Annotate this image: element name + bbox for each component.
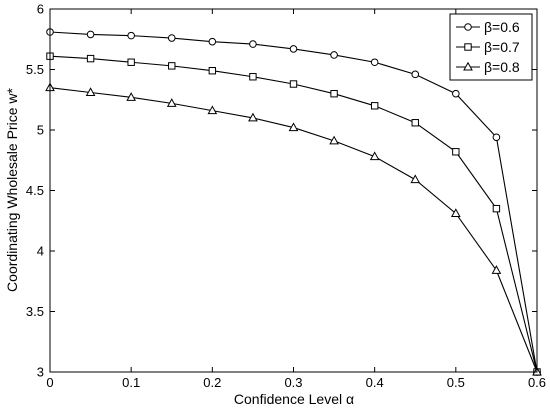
data-point: [207, 105, 218, 115]
data-point: [330, 90, 338, 98]
data-point: [85, 87, 96, 96]
series-layer: [45, 28, 542, 376]
data-point: [167, 34, 176, 42]
data-point: [126, 92, 137, 101]
data-point: [289, 80, 298, 88]
data-point: [248, 112, 258, 122]
legend-label: β=0.8: [484, 59, 520, 75]
axis-layer: 0 0.1 0.2 0.3 0.4 0.5 0.6 3 3.5 4 4.5 5 5.5 6: [26, 2, 546, 391]
legend-item: β=0.8: [456, 59, 520, 75]
data-point: [452, 89, 460, 98]
data-point: [370, 58, 379, 67]
y-axis-title: Coordinating Wholesale Price w*: [4, 88, 20, 292]
legend-marker: [463, 61, 473, 71]
data-point: [208, 37, 217, 46]
x-axis-title: Confidence Level α: [234, 391, 354, 407]
legend-marker: [464, 23, 472, 31]
data-point: [288, 122, 299, 132]
y-tick-label: 4.5: [26, 183, 44, 198]
data-point: [492, 133, 501, 142]
data-point: [329, 135, 339, 145]
data-point: [86, 54, 95, 63]
x-tick-label: 0.4: [366, 375, 384, 390]
data-point: [127, 31, 135, 40]
legend-label: β=0.7: [484, 39, 520, 55]
legend-item: β=0.7: [456, 39, 520, 55]
x-tick-label: 0.5: [447, 375, 465, 390]
x-tick-label: 0.1: [122, 375, 140, 390]
data-point: [369, 151, 380, 161]
data-point: [249, 73, 257, 81]
series-triangle: [45, 82, 542, 376]
legend-label: β=0.6: [484, 19, 520, 35]
series-circle: [46, 28, 541, 376]
legend-item: β=0.6: [456, 19, 520, 35]
y-tick-label: 5: [37, 123, 44, 138]
data-point: [249, 40, 257, 48]
x-tick-label: 0.2: [203, 375, 221, 390]
data-point: [166, 98, 177, 107]
data-point: [330, 51, 338, 59]
x-tick-label: 0: [46, 375, 53, 390]
legend-marker: [464, 43, 472, 51]
data-point: [491, 265, 502, 274]
x-tick-label: 0.6: [528, 375, 546, 390]
y-tick-label: 5.5: [26, 62, 44, 77]
y-tick-label: 4: [37, 244, 44, 259]
y-tick-label: 3.5: [26, 304, 44, 319]
data-point: [208, 67, 217, 75]
data-point: [289, 45, 298, 53]
y-tick-label: 3: [37, 365, 44, 380]
data-point: [452, 148, 460, 156]
data-point: [411, 119, 419, 127]
data-point: [168, 62, 176, 70]
y-tick-label: 6: [37, 2, 44, 17]
data-point: [370, 102, 379, 110]
data-point: [450, 208, 461, 217]
data-point: [410, 174, 421, 184]
data-point: [86, 30, 95, 39]
legend: β=0.6 β=0.7 β=0.8: [449, 13, 533, 81]
data-point: [492, 204, 501, 213]
x-tick-label: 0.3: [284, 375, 302, 390]
data-point: [411, 70, 420, 79]
data-point: [127, 58, 135, 66]
